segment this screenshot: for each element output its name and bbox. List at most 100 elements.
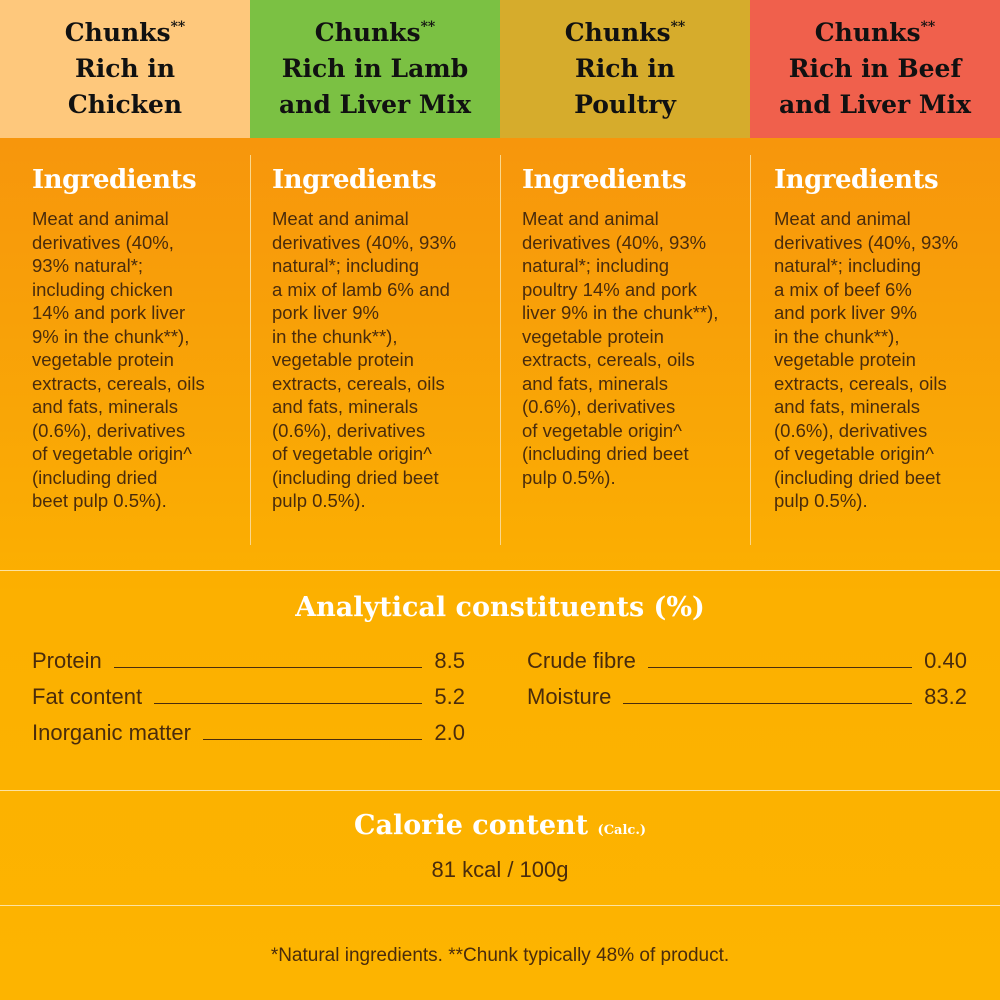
ingredients-line: 9% in the chunk**), bbox=[32, 325, 190, 347]
title-line: Rich in Beef bbox=[788, 54, 962, 83]
ingredients-line: of vegetable origin^ bbox=[272, 443, 432, 464]
product-header-poultry: Chunks** Rich in Poultry bbox=[500, 0, 750, 138]
ingredients-line: including chicken bbox=[32, 278, 173, 300]
ingredients-line: and fats, minerals bbox=[32, 396, 179, 417]
ingredients-line: Meat and animal bbox=[272, 208, 409, 229]
ingredients-heading: Ingredients bbox=[272, 165, 437, 195]
ingredients-line: (including dried beet bbox=[522, 443, 689, 464]
ingredients-line: and fats, minerals bbox=[522, 372, 669, 394]
constituent-label: Moisture bbox=[527, 684, 612, 709]
ingredients-line: and pork liver 9% bbox=[774, 302, 917, 323]
ingredients-line: extracts, cereals, oils bbox=[774, 372, 947, 394]
constituent-value: 2.0 bbox=[434, 720, 465, 745]
title-line: Chicken bbox=[67, 90, 183, 119]
constituent-label: Inorganic matter bbox=[32, 720, 191, 745]
calorie-value: 81 kcal / 100g bbox=[431, 857, 569, 882]
ingredients-column-chicken: Ingredients Meat and animal derivatives (4… bbox=[32, 165, 250, 513]
analytical-row: Crude fibre 0.40 bbox=[527, 646, 967, 674]
ingredients-line: extracts, cereals, oils bbox=[522, 349, 695, 370]
constituent-label: Fat content bbox=[32, 684, 143, 709]
title-sup: ** bbox=[920, 19, 936, 35]
analytical-title: Analytical constituents (%) bbox=[295, 592, 705, 623]
title-line: Rich in Lamb bbox=[281, 54, 469, 83]
section-divider bbox=[0, 790, 1000, 791]
leader-line bbox=[113, 667, 423, 668]
title-top: Chunks bbox=[814, 18, 921, 47]
ingredients-line: of vegetable origin^ bbox=[522, 419, 682, 441]
ingredients-heading: Ingredients bbox=[522, 165, 687, 195]
ingredients-line: pork liver 9% bbox=[272, 302, 379, 323]
ingredients-line: Meat and animal bbox=[32, 208, 169, 229]
ingredients-line: of vegetable origin^ bbox=[774, 443, 934, 464]
ingredients-line: and fats, minerals bbox=[272, 396, 419, 417]
constituent-value: 8.5 bbox=[434, 648, 465, 673]
ingredients-line: derivatives (40%, bbox=[32, 231, 174, 253]
ingredients-line: 93% natural*; bbox=[32, 255, 144, 276]
constituent-label: Crude fibre bbox=[527, 648, 636, 673]
ingredients-line: natural*; including bbox=[272, 255, 420, 276]
ingredients-line: in the chunk**), bbox=[774, 325, 900, 347]
calorie-title: Calorie content (Calc.) bbox=[0, 810, 1000, 841]
ingredients-line: vegetable protein bbox=[272, 349, 414, 370]
title-line: Rich in bbox=[74, 54, 176, 83]
ingredients-line: derivatives (40%, 93% bbox=[272, 231, 457, 253]
ingredients-line: Meat and animal bbox=[522, 208, 659, 229]
analytical-row: Moisture 83.2 bbox=[527, 682, 967, 710]
product-header-beef: Chunks** Rich in Beef and Liver Mix bbox=[750, 0, 1000, 138]
title-line: and Liver Mix bbox=[278, 90, 472, 119]
ingredients-line: derivatives (40%, 93% bbox=[522, 231, 707, 253]
product-header-lamb: Chunks** Rich in Lamb and Liver Mix bbox=[250, 0, 500, 138]
title-sup: ** bbox=[170, 19, 186, 35]
ingredients-line: poultry 14% and pork bbox=[522, 278, 697, 300]
leader-line bbox=[202, 739, 423, 740]
title-line: and Liver Mix bbox=[778, 90, 972, 119]
analytical-row: Inorganic matter 2.0 bbox=[32, 718, 465, 746]
analytical-row: Protein 8.5 bbox=[32, 646, 465, 674]
section-divider bbox=[0, 570, 1000, 571]
ingredients-heading: Ingredients bbox=[32, 165, 197, 195]
ingredients-line: natural*; including bbox=[522, 255, 670, 276]
ingredients-line: 14% and pork liver bbox=[32, 302, 186, 323]
ingredients-line: (including dried bbox=[32, 466, 158, 488]
ingredients-line: of vegetable origin^ bbox=[32, 443, 192, 464]
analytical-row: Fat content 5.2 bbox=[32, 682, 465, 710]
constituent-label: Protein bbox=[32, 648, 102, 673]
ingredients-line: vegetable protein bbox=[774, 349, 916, 370]
ingredients-line: extracts, cereals, oils bbox=[32, 372, 205, 394]
ingredients-line: (0.6%), derivatives bbox=[272, 419, 426, 441]
title-top: Chunks bbox=[64, 18, 171, 47]
leader-line bbox=[623, 703, 913, 704]
leader-line bbox=[154, 703, 423, 704]
ingredients-line: and fats, minerals bbox=[774, 396, 921, 417]
ingredients-line: vegetable protein bbox=[522, 325, 664, 347]
ingredients-line: in the chunk**), bbox=[272, 325, 398, 347]
ingredients-line: pulp 0.5%). bbox=[774, 490, 868, 511]
leader-line bbox=[647, 667, 913, 668]
ingredients-line: a mix of beef 6% bbox=[774, 278, 912, 300]
ingredients-column-beef: Ingredients Meat and animal derivatives (4… bbox=[774, 165, 992, 513]
constituent-value: 83.2 bbox=[924, 684, 967, 709]
constituent-value: 5.2 bbox=[434, 684, 465, 709]
column-divider bbox=[500, 155, 501, 545]
ingredients-line: (0.6%), derivatives bbox=[774, 419, 928, 441]
title-sup: ** bbox=[420, 19, 436, 35]
title-top: Chunks bbox=[314, 18, 421, 47]
ingredients-line: natural*; including bbox=[774, 255, 922, 276]
ingredients-line: vegetable protein bbox=[32, 349, 174, 370]
section-divider bbox=[0, 905, 1000, 906]
column-divider bbox=[750, 155, 751, 545]
ingredients-line: derivatives (40%, 93% bbox=[774, 231, 959, 253]
title-top: Chunks bbox=[564, 18, 671, 47]
footnote: *Natural ingredients. **Chunk typically … bbox=[270, 945, 730, 966]
title-line: Poultry bbox=[574, 90, 676, 119]
ingredients-line: (0.6%), derivatives bbox=[32, 419, 186, 441]
ingredients-line: (0.6%), derivatives bbox=[522, 396, 676, 417]
ingredients-line: Meat and animal bbox=[774, 208, 911, 229]
product-header-chicken: Chunks** Rich in Chicken bbox=[0, 0, 250, 138]
ingredients-line: a mix of lamb 6% and bbox=[272, 278, 450, 300]
calorie-title-text: Calorie content bbox=[354, 810, 589, 841]
ingredients-line: (including dried beet bbox=[272, 466, 439, 488]
constituent-value: 0.40 bbox=[924, 648, 967, 673]
ingredients-column-poultry: Ingredients Meat and animal derivatives (4… bbox=[522, 165, 740, 489]
column-divider bbox=[250, 155, 251, 545]
